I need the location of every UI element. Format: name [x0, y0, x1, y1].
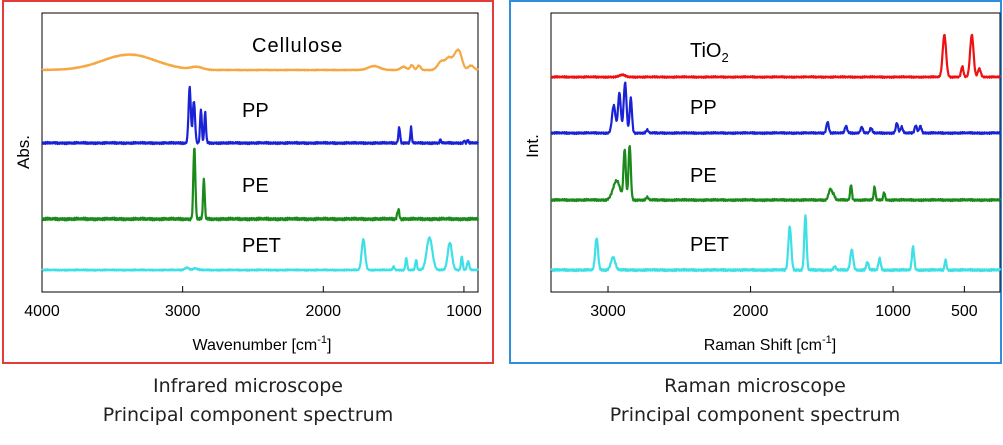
x-tick-label: 2000 [305, 303, 341, 320]
ir-xlabel: Wavenumber [cm-1] [192, 334, 331, 354]
raman-subtitle: Principal component spectrum [609, 404, 901, 426]
x-tick-label: 1000 [875, 303, 911, 320]
series-line-pe [550, 145, 1002, 203]
series-line-pe [41, 147, 480, 222]
series-label-pet: PET [242, 235, 281, 257]
series-label-tio: TiO2 [690, 40, 729, 65]
x-tick-label: 500 [951, 303, 978, 320]
series-label-pet: PET [690, 234, 729, 256]
raman-caption: Raman microscope Principal component spe… [515, 372, 995, 430]
x-tick-label: 1000 [446, 303, 482, 320]
ir-caption: Infrared microscope Principal component … [8, 372, 488, 430]
series-line-tio [550, 33, 1002, 79]
raman-ylabel: Int. [523, 134, 542, 158]
ir-subtitle: Principal component spectrum [102, 404, 394, 426]
series-line-pp [41, 85, 480, 146]
x-tick-label: 3000 [165, 303, 201, 320]
series-line-pet [550, 214, 1002, 273]
series-line-pet [41, 236, 479, 272]
ir-ylabel: Abs. [14, 135, 33, 169]
raman-xlabel: Raman Shift [cm-1] [704, 334, 837, 354]
x-tick-label: 4000 [24, 303, 60, 320]
series-label-pe: PE [690, 165, 717, 187]
raman-plot-area [550, 12, 1001, 293]
series-label-pe: PE [242, 175, 269, 197]
ir-plot-area [41, 12, 479, 293]
ir-panel-frame [2, 0, 494, 364]
series-label-pp: PP [690, 97, 717, 119]
raman-panel-frame [509, 0, 1002, 364]
raman-title: Raman microscope [664, 375, 846, 397]
x-tick-label: 3000 [590, 303, 626, 320]
series-line-pp [550, 81, 1002, 136]
series-label-cellulose: Cellulose [252, 35, 343, 57]
ir-title: Infrared microscope [153, 375, 343, 397]
x-tick-label: 2000 [733, 303, 769, 320]
series-label-pp: PP [242, 100, 269, 122]
series-line-cellulose [41, 48, 479, 72]
